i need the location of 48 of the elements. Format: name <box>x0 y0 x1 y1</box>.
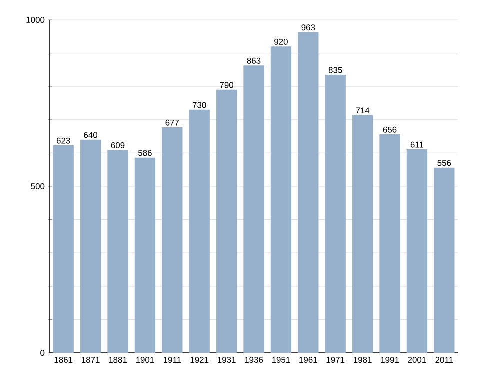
x-tick-label: 2011 <box>436 357 454 364</box>
data-label: 586 <box>138 150 152 156</box>
data-label: 790 <box>220 82 234 88</box>
bar <box>298 32 319 353</box>
bar <box>134 158 156 353</box>
data-label: 677 <box>166 120 180 126</box>
x-tick-label: 1991 <box>381 357 400 364</box>
data-label: 623 <box>56 138 70 144</box>
bar <box>352 115 374 353</box>
data-label: 835 <box>328 67 342 74</box>
x-tick-label: 1921 <box>190 357 209 364</box>
x-tick-label: 2001 <box>408 357 426 364</box>
x-tick-label: 1901 <box>136 357 154 364</box>
bar <box>189 110 210 353</box>
bar <box>406 150 428 353</box>
bar <box>53 146 74 353</box>
x-tick-label: 1961 <box>300 357 318 364</box>
bar <box>434 168 455 353</box>
bar <box>216 90 238 353</box>
data-label: 556 <box>438 160 452 166</box>
y-tick-label: 1000 <box>26 17 45 23</box>
data-label: 863 <box>247 58 261 64</box>
data-label: 609 <box>111 142 125 148</box>
data-label: 730 <box>192 102 206 108</box>
data-label: 656 <box>383 126 397 133</box>
x-tick-label: 1971 <box>326 357 345 364</box>
data-label: 920 <box>274 38 288 45</box>
data-label: 611 <box>410 142 424 148</box>
x-tick-label: 1911 <box>164 357 182 364</box>
bar <box>270 46 292 353</box>
x-tick-label: 1981 <box>354 357 372 364</box>
x-tick-label: 1881 <box>109 357 128 364</box>
bar <box>80 140 102 353</box>
bar <box>325 74 346 353</box>
x-tick-label: 1936 <box>245 357 264 364</box>
data-label: 963 <box>302 24 316 31</box>
x-tick-label: 1951 <box>272 357 290 364</box>
bar <box>108 150 128 353</box>
x-tick-label: 1931 <box>218 357 236 364</box>
data-label: 640 <box>84 132 98 138</box>
bar <box>380 134 400 353</box>
x-tick-label: 1871 <box>82 357 100 364</box>
data-label: 714 <box>356 108 370 114</box>
x-tick-label: 1861 <box>54 357 73 364</box>
bar <box>162 128 183 353</box>
bar <box>244 66 264 353</box>
y-tick-label: 0 <box>40 350 45 356</box>
y-tick-label: 500 <box>31 184 45 190</box>
